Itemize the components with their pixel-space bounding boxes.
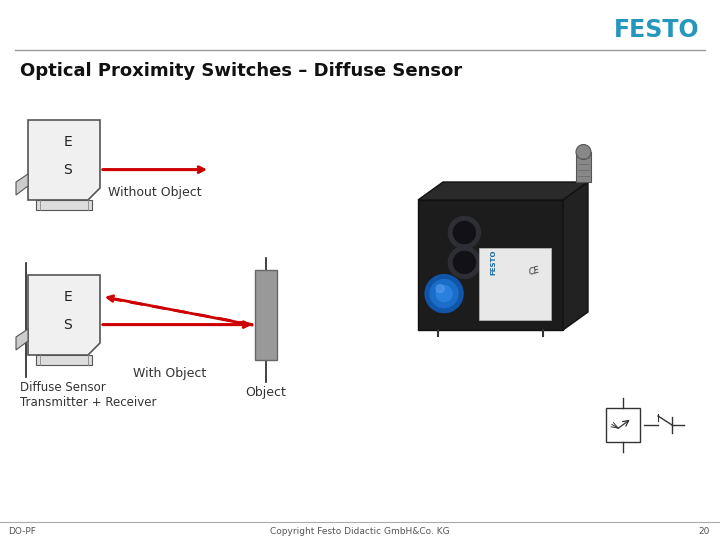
Bar (479, 248, 552, 320)
Polygon shape (418, 182, 588, 200)
Text: E: E (63, 291, 72, 305)
Circle shape (449, 246, 480, 279)
Text: 20: 20 (698, 526, 710, 536)
Polygon shape (28, 275, 100, 355)
Circle shape (454, 252, 475, 273)
Text: Copyright Festo Didactic GmbH&Co. KG: Copyright Festo Didactic GmbH&Co. KG (270, 526, 450, 536)
Circle shape (454, 221, 475, 244)
Polygon shape (28, 120, 100, 200)
Bar (255, 270, 277, 360)
Circle shape (436, 285, 444, 293)
Bar (418, 200, 563, 330)
Circle shape (430, 280, 458, 308)
Text: With Object: With Object (133, 367, 207, 380)
Text: FESTO: FESTO (614, 18, 700, 42)
Circle shape (449, 217, 480, 248)
Text: FESTO: FESTO (490, 249, 497, 275)
Text: S: S (63, 163, 72, 177)
Text: Object: Object (246, 386, 287, 399)
Circle shape (436, 286, 452, 302)
Bar (576, 152, 591, 182)
Polygon shape (563, 182, 588, 330)
Text: Without Object: Without Object (108, 186, 202, 199)
Text: DO-PF: DO-PF (8, 526, 36, 536)
Text: CE: CE (528, 266, 541, 277)
Bar (36, 355, 92, 365)
Text: Optical Proximity Switches – Diffuse Sensor: Optical Proximity Switches – Diffuse Sen… (20, 62, 462, 80)
Circle shape (425, 275, 463, 313)
Polygon shape (16, 174, 28, 195)
Bar (606, 408, 640, 442)
Polygon shape (16, 329, 28, 350)
Text: E: E (63, 136, 72, 150)
Text: S: S (63, 318, 72, 332)
Text: Diffuse Sensor
Transmitter + Receiver: Diffuse Sensor Transmitter + Receiver (20, 381, 156, 409)
Bar (36, 200, 92, 210)
Circle shape (576, 145, 591, 159)
